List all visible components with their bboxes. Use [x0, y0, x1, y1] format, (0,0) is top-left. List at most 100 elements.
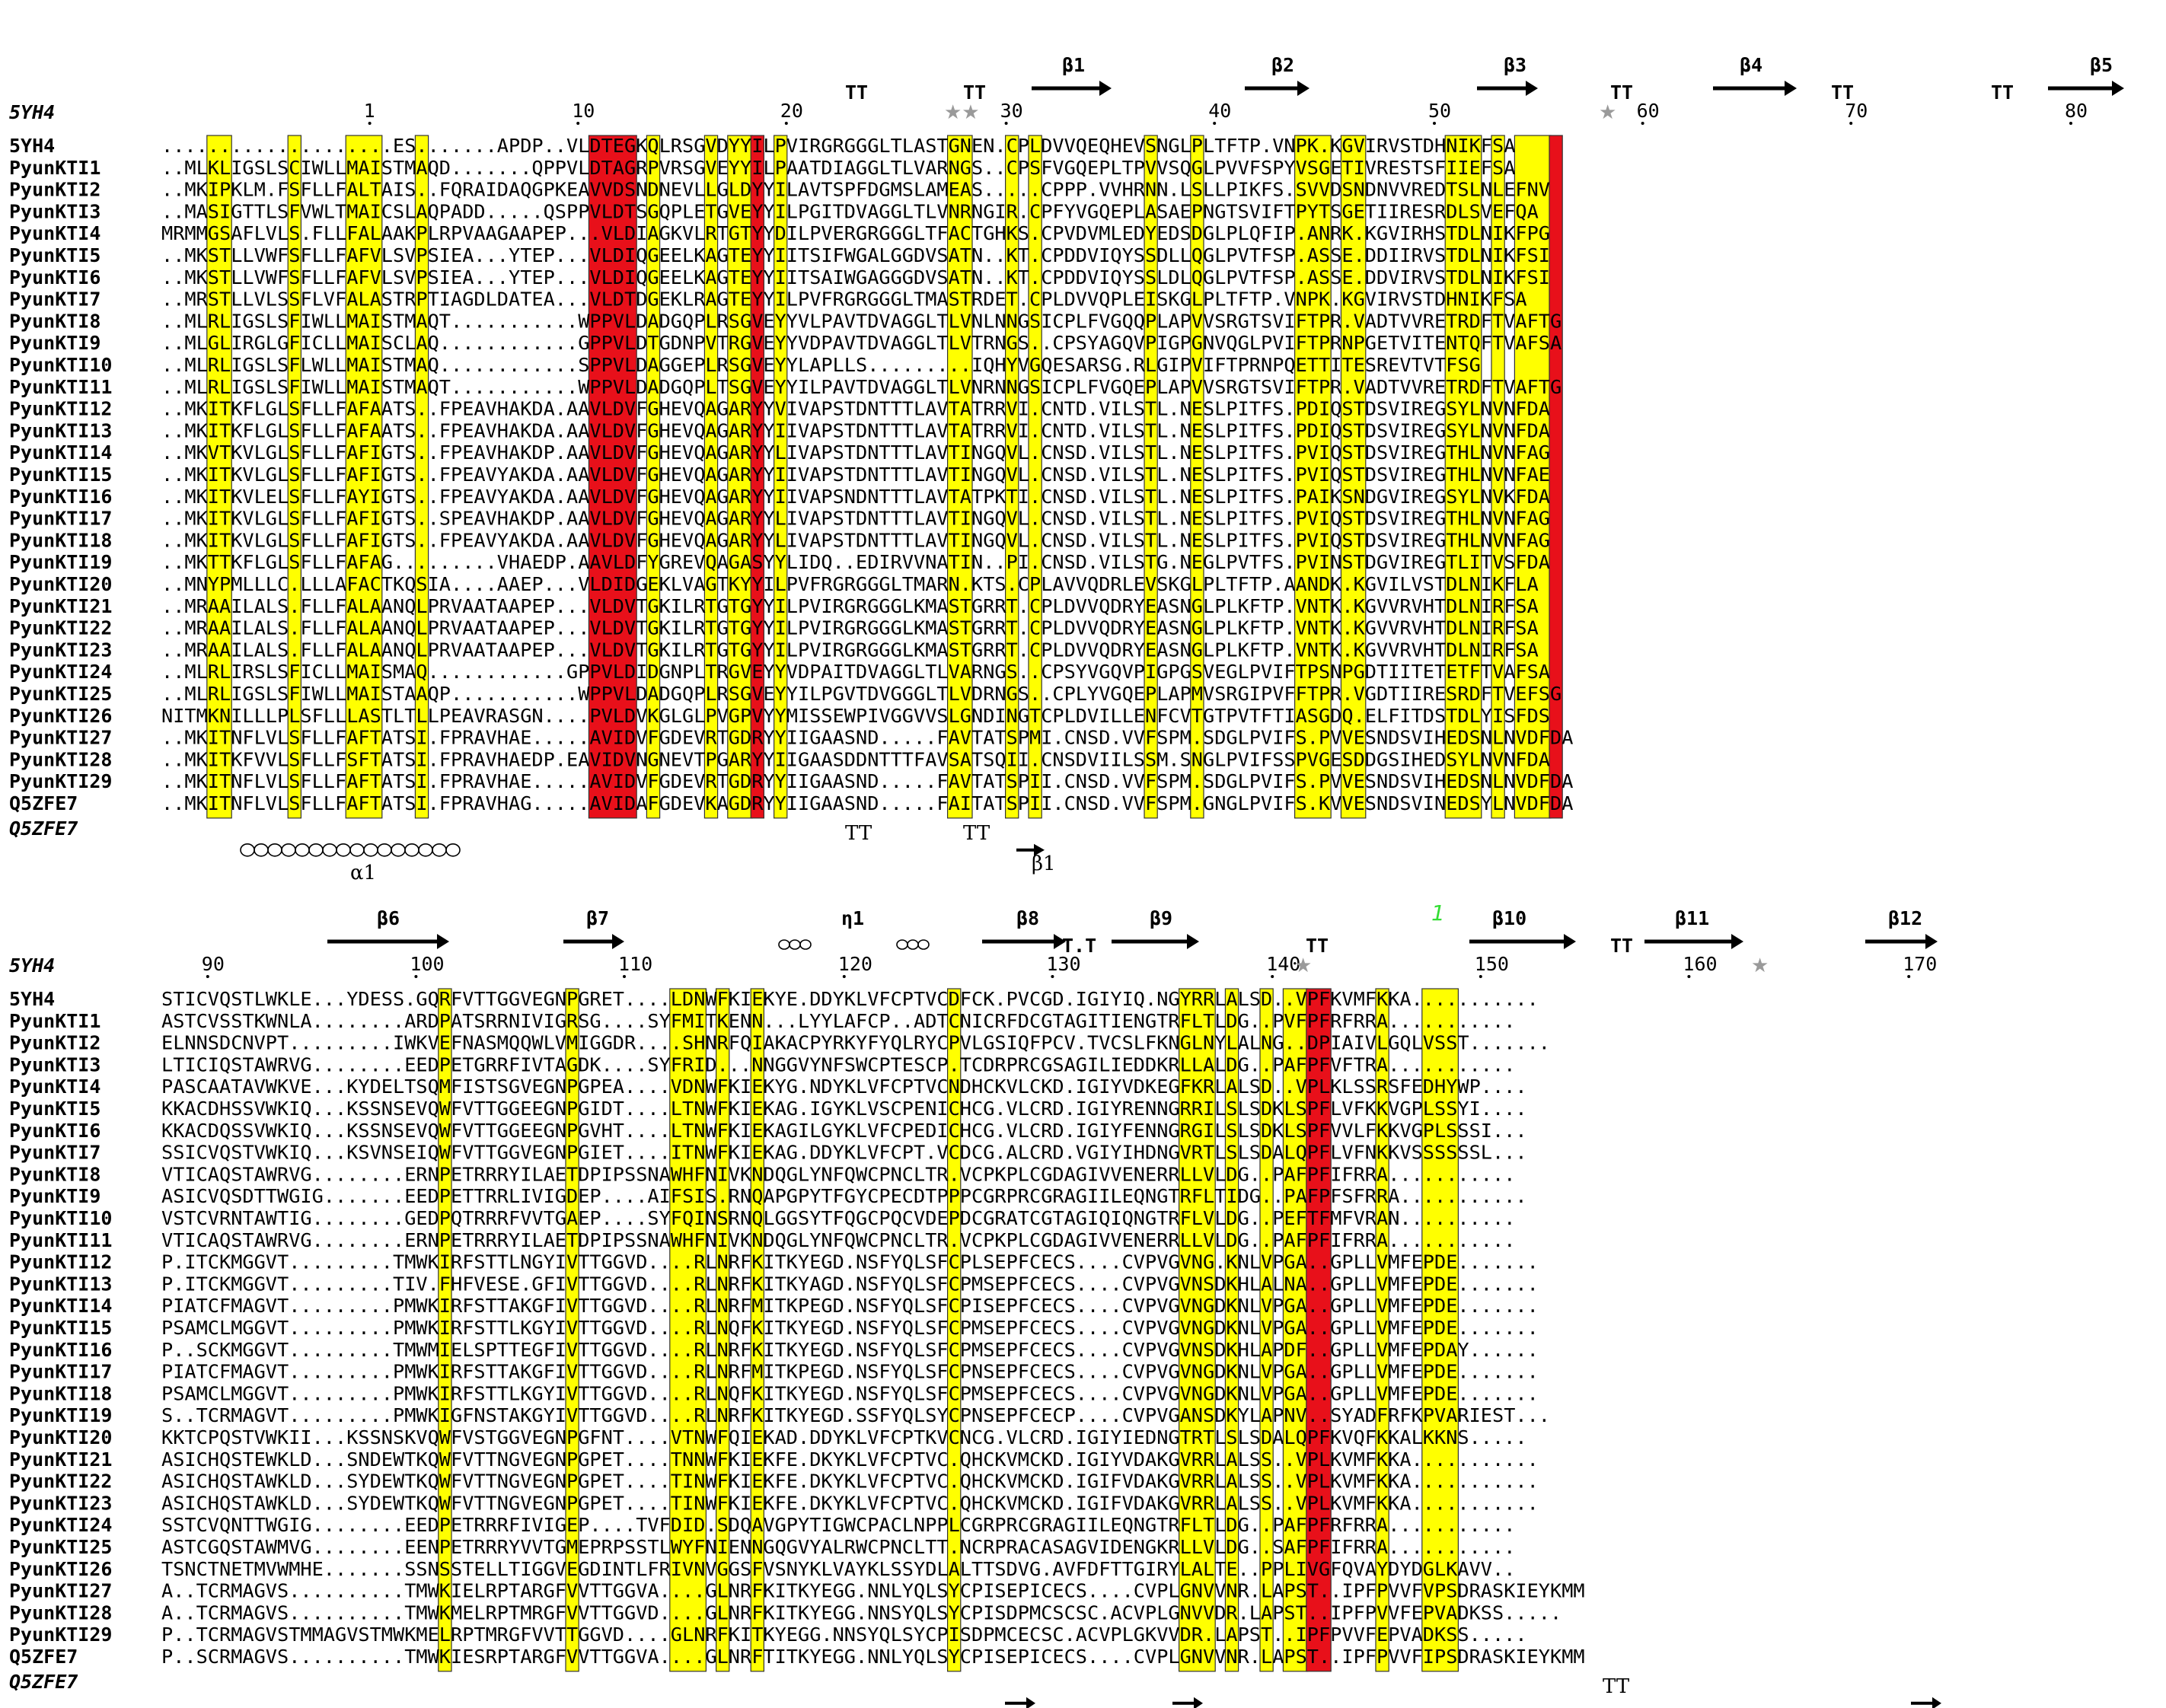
conservation-box: [1028, 135, 1042, 819]
sequence-name: PyunKTI15: [9, 464, 112, 486]
sequence-name: Q5ZFE7: [9, 1646, 78, 1668]
helix-coil: [432, 843, 447, 857]
conservation-box: [946, 135, 973, 819]
top-reference-name: 5YH4: [9, 101, 55, 123]
sequence-row: ..MKIPKLM.FSFLLFALTAIS..FQRAIDAQGPKEAVVD…: [161, 179, 1550, 201]
ruler-label: 140: [1266, 953, 1300, 975]
ruler-tick: [784, 122, 788, 125]
helix-coil: [322, 843, 337, 857]
sequence-name: PyunKTI5: [9, 244, 100, 266]
conservation-box: [1004, 135, 1019, 819]
sequence-name: PyunKTI20: [9, 1426, 112, 1448]
sequence-name: PyunKTI3: [9, 200, 100, 222]
sequence-name: PyunKTI21: [9, 595, 112, 617]
ruler-tick: [1687, 975, 1691, 978]
helix-coil: [254, 843, 269, 857]
sequence-row: ..MRAAILALS.FLLFALAANQLPRVAATAAPEP...VLD…: [161, 595, 1539, 617]
sequence-row: ..MKITKVLGLSFLLFAFIGTS..FPEAVYAKDA.AAVLD…: [161, 529, 1550, 551]
sequence-row: ..MKITNFLVLSFLLFAFTATSI.FPRAVHAE.....AVI…: [161, 727, 1573, 749]
sequence-row: ....................ES.......APDP..VLDTE…: [161, 135, 1515, 157]
sequence-name: PyunKTI23: [9, 639, 112, 661]
sequence-name: 5YH4: [9, 988, 55, 1010]
strand-arrowhead: [1054, 934, 1066, 949]
sequence-row: ..MKSTLLVWFSFLLFAFVLSVPSIEA...YTEP...VLD…: [161, 266, 1550, 288]
sequence-row: A..TCRMAGVS..........TMWKMELRPTMRGFVVTTG…: [161, 1601, 1561, 1624]
secondary-structure-label: β10: [1492, 907, 1526, 929]
sequence-name: PyunKTI13: [9, 419, 112, 441]
sequence-row: ..MKSTLLVWFSFLLFAFVLSVPSIEA...YTEP...VLD…: [161, 244, 1550, 266]
ruler-tick: [2069, 122, 2072, 125]
ruler-tick: [1849, 122, 1853, 125]
sequence-row: A..TCRMAGVS..........TMWKIELRPTARGFVVTTG…: [161, 1580, 1585, 1602]
helix-coil: [349, 843, 365, 857]
sequence-name: PyunKTI24: [9, 661, 112, 683]
sequence-name: PyunKTI24: [9, 1514, 112, 1536]
conservation-box: [646, 135, 661, 819]
sequence-name: PyunKTI17: [9, 508, 112, 530]
strand-arrowhead: [1564, 934, 1576, 949]
strand-arrowhead: [1932, 1697, 1941, 1708]
helix-coil: [295, 843, 310, 857]
helix-coil: [377, 843, 392, 857]
sequence-name: PyunKTI15: [9, 1317, 112, 1339]
strand-arrowhead: [612, 934, 624, 949]
conservation-box: [1224, 988, 1239, 1672]
ruler-label: 100: [410, 953, 444, 975]
sequence-name: PyunKTI29: [9, 1624, 112, 1646]
sequence-name: PyunKTI6: [9, 266, 100, 288]
conservation-box: [715, 988, 730, 1672]
sequence-row: ..MLRLIRSLSFICLLMAISMAQ............GPPVL…: [161, 661, 1550, 683]
sequence-row: ..MKITKFLGLSFLLFAFAATS..FPEAVHAKDA.AAVLD…: [161, 398, 1550, 420]
sequence-name: PyunKTI21: [9, 1448, 112, 1471]
ruler-label: 80: [2065, 100, 2088, 122]
ruler-tick: [1641, 122, 1644, 125]
ruler-tick: [576, 122, 580, 125]
conservation-box: [345, 135, 383, 819]
ruler-tick: [1271, 975, 1274, 978]
sequence-row: TSNCTNETMVWMHE.......SSNSSTELLTIGGVEGDIN…: [161, 1558, 1515, 1580]
ruler-tick: [368, 122, 372, 125]
sequence-row: ELNNSDCNVPT.........IWKVEFNASMQQWLVMIGGD…: [161, 1032, 1550, 1054]
strand-arrowhead: [1099, 81, 1112, 96]
sequence-name: PyunKTI26: [9, 1558, 112, 1580]
secondary-structure-label: β8: [1016, 907, 1039, 929]
sequence-name: PyunKTI12: [9, 1251, 112, 1273]
sequence-name: PyunKTI9: [9, 332, 100, 354]
conservation-box: [946, 988, 962, 1672]
sequence-row: ..MKITKVLGLSFLLFAFIGTS..SPEAVHAKDP.AAVLD…: [161, 508, 1550, 530]
helix-coil: [308, 843, 324, 857]
strand-arrowhead: [1194, 1697, 1203, 1708]
sequence-row: ..MKITKFVVLSFLLFSFTATSI.FPRAVHAEDP.EAVID…: [161, 748, 1550, 770]
sequence-name: PyunKTI4: [9, 222, 100, 244]
secondary-structure-label: TT: [963, 81, 986, 104]
secondary-structure-label: β7: [586, 907, 609, 929]
secondary-structure-label: TT: [1610, 81, 1633, 104]
conserved-cys-star: ★★: [944, 101, 980, 124]
ruler-tick: [1907, 975, 1911, 978]
ruler-label: 170: [1903, 953, 1937, 975]
sequence-row: ..MASIGTTLSFVWLTMAICSLAQPADD.....QSPPVLD…: [161, 200, 1539, 222]
sequence-name: PyunKTI22: [9, 1471, 112, 1493]
sequence-name: PyunKTI5: [9, 1098, 100, 1120]
sequence-name: PyunKTI19: [9, 1404, 112, 1426]
helix-coil: [363, 843, 378, 857]
sequence-name: PyunKTI13: [9, 1273, 112, 1295]
secondary-structure-label: TT: [1831, 81, 1854, 104]
sequence-row: ..MLRLIGSLSFIWLLMAISTMAQT...........WPPV…: [161, 376, 1561, 398]
conservation-box: [1190, 135, 1204, 819]
sequence-name: PyunKTI10: [9, 354, 112, 376]
secondary-structure-label: TT: [1306, 935, 1329, 957]
sequence-name: PyunKTI8: [9, 310, 100, 332]
sequence-name: PyunKTI22: [9, 617, 112, 639]
sequence-row: ASTCVSSTKWNLA........ARDPATSRRNIVIGRSG..…: [161, 1010, 1515, 1032]
bottom-ss-label: TT: [845, 822, 872, 845]
sequence-name: PyunKTI19: [9, 551, 112, 573]
bottom-ss-label: TT: [1603, 1675, 1630, 1698]
ruler-label: 150: [1475, 953, 1509, 975]
ruler-tick: [623, 975, 626, 978]
sequence-row: LTICIQSTAWRVG........EEDPETGRRFIVTAGDK..…: [161, 1053, 1515, 1075]
sequence-row: PSAMCLMGGVT.........PMWKIRFSTTLKGYIVTTGG…: [161, 1382, 1539, 1404]
sequence-name: PyunKTI27: [9, 727, 112, 749]
sequence-name: PyunKTI14: [9, 1295, 112, 1317]
helix-coil: [391, 843, 406, 857]
